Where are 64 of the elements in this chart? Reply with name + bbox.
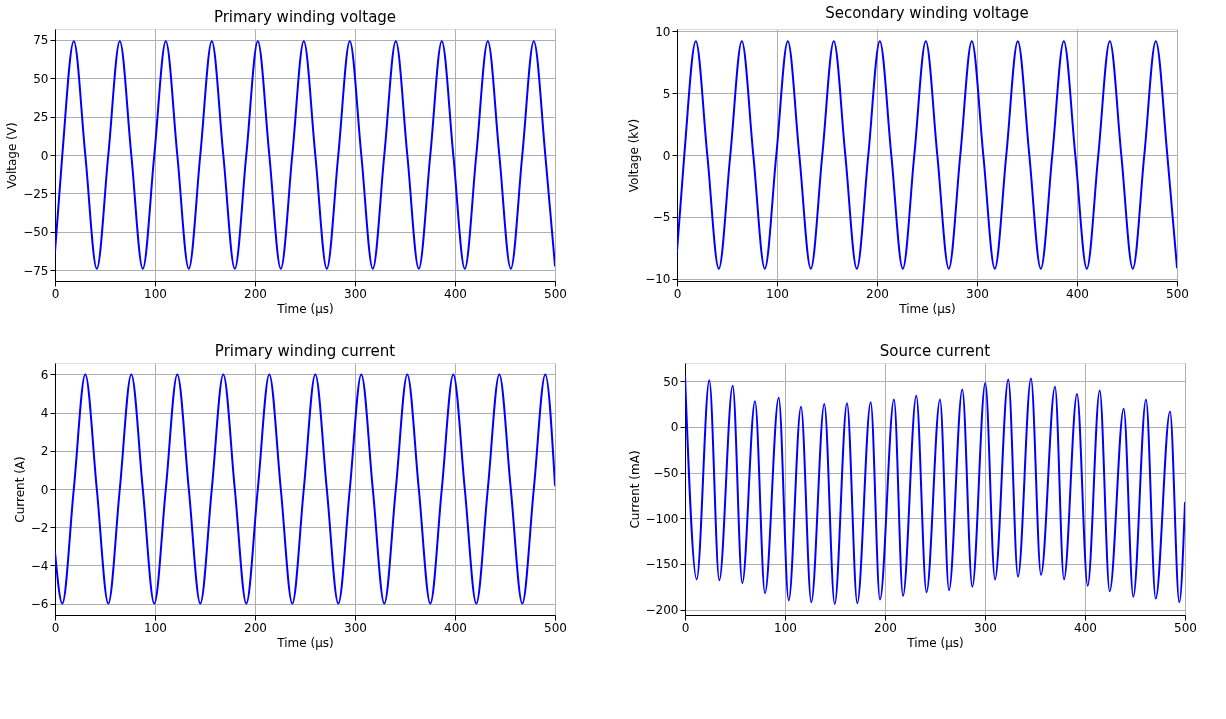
y-tick-label: −4 bbox=[30, 558, 49, 573]
y-axis-title: Voltage (V) bbox=[5, 122, 20, 189]
x-axis-title: Time (µs) bbox=[276, 635, 334, 650]
y-tick-label: −150 bbox=[645, 557, 679, 572]
chart-title: Primary winding voltage bbox=[213, 8, 397, 26]
y-tick-label: 0 bbox=[40, 482, 49, 497]
y-axis-title: Current (A) bbox=[12, 456, 27, 523]
y-tick-label: 4 bbox=[40, 406, 49, 421]
y-axis-title: Current (mA) bbox=[627, 450, 642, 529]
x-tick-label: 500 bbox=[1166, 286, 1189, 301]
x-tick-label: 200 bbox=[866, 286, 889, 301]
chart-title: Primary winding current bbox=[214, 342, 396, 360]
x-tick-label: 200 bbox=[244, 286, 267, 301]
x-tick-label: 400 bbox=[444, 286, 467, 301]
x-tick-label: 500 bbox=[544, 620, 567, 635]
x-tick-label: 200 bbox=[244, 620, 267, 635]
x-tick-label: 500 bbox=[1174, 620, 1197, 635]
y-tick-label: −5 bbox=[652, 210, 671, 225]
y-tick-label: 50 bbox=[663, 374, 679, 389]
chart-title: Source current bbox=[879, 342, 991, 360]
line-series bbox=[677, 40, 1177, 270]
y-tick-label: −200 bbox=[645, 603, 679, 618]
line-series bbox=[55, 40, 555, 270]
x-tick-label: 100 bbox=[774, 620, 797, 635]
line-series bbox=[685, 374, 1185, 606]
x-tick-label: 400 bbox=[1074, 620, 1097, 635]
x-tick-label: 100 bbox=[144, 620, 167, 635]
y-tick-label: 6 bbox=[40, 367, 49, 382]
x-tick-label: 400 bbox=[444, 620, 467, 635]
x-tick-label: 100 bbox=[766, 286, 789, 301]
x-tick-label: 0 bbox=[681, 620, 690, 635]
line-series bbox=[55, 373, 555, 605]
y-axis-title: Voltage (kV) bbox=[627, 118, 642, 193]
y-tick-label: 0 bbox=[662, 148, 671, 163]
y-tick-label: −2 bbox=[30, 520, 49, 535]
x-tick-label: 500 bbox=[544, 286, 567, 301]
x-tick-label: 400 bbox=[1066, 286, 1089, 301]
chart-title: Secondary winding voltage bbox=[825, 4, 1029, 23]
y-tick-label: 50 bbox=[33, 71, 49, 86]
x-axis-title: Time (µs) bbox=[276, 301, 334, 316]
x-tick-label: 0 bbox=[51, 620, 60, 635]
y-tick-label: −75 bbox=[23, 263, 49, 278]
y-tick-label: 25 bbox=[33, 110, 49, 125]
y-tick-label: 0 bbox=[40, 148, 49, 163]
y-tick-label: −100 bbox=[645, 511, 679, 526]
x-tick-label: 0 bbox=[51, 286, 60, 301]
x-tick-label: 300 bbox=[344, 620, 367, 635]
y-tick-label: 2 bbox=[40, 444, 49, 459]
y-tick-label: −50 bbox=[653, 466, 679, 481]
y-tick-label: 5 bbox=[662, 86, 671, 101]
y-tick-label: 0 bbox=[670, 420, 679, 435]
y-tick-label: 75 bbox=[33, 33, 49, 48]
x-tick-label: 100 bbox=[144, 286, 167, 301]
y-tick-label: 10 bbox=[655, 24, 671, 39]
x-tick-label: 300 bbox=[966, 286, 989, 301]
x-tick-label: 300 bbox=[974, 620, 997, 635]
x-axis-title: Time (µs) bbox=[906, 635, 964, 650]
y-tick-label: −50 bbox=[23, 225, 49, 240]
y-tick-label: −25 bbox=[23, 186, 49, 201]
y-tick-label: −10 bbox=[645, 272, 671, 287]
x-tick-label: 300 bbox=[344, 286, 367, 301]
y-tick-label: −6 bbox=[30, 597, 49, 612]
x-axis-title: Time (µs) bbox=[898, 301, 956, 316]
x-tick-label: 200 bbox=[874, 620, 897, 635]
